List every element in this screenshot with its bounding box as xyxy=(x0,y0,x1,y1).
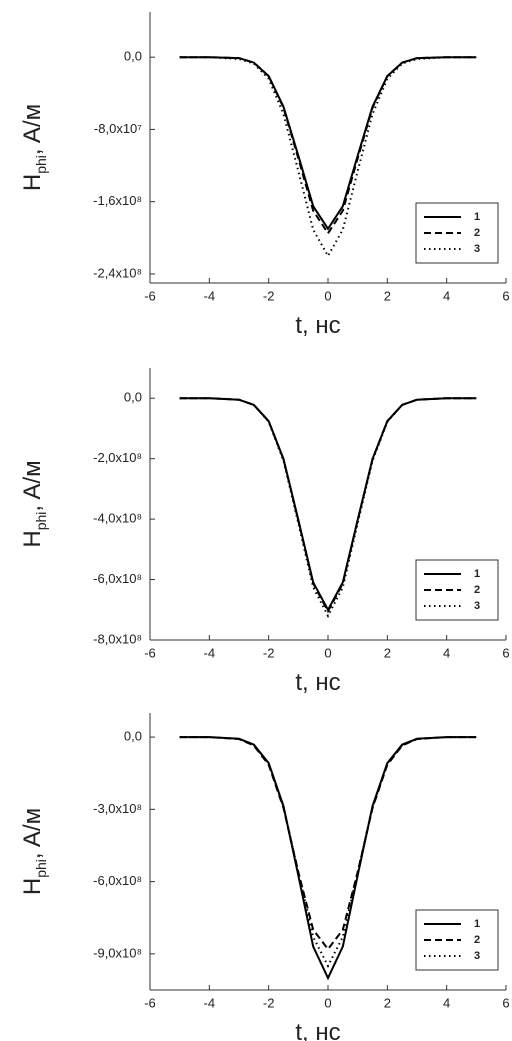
y-tick-label: -6,0x10⁸ xyxy=(93,873,142,888)
legend-label: 2 xyxy=(474,934,480,946)
legend-label: 2 xyxy=(474,584,480,596)
x-tick-label: -6 xyxy=(144,288,156,303)
legend-label: 3 xyxy=(474,243,480,255)
x-tick-label: -2 xyxy=(263,645,275,660)
y-tick-label: -4,0x10⁸ xyxy=(93,511,142,526)
y-tick-label: -1,6x10⁸ xyxy=(93,193,142,208)
x-tick-label: -4 xyxy=(204,645,216,660)
y-label-sub: phi xyxy=(33,859,49,878)
x-tick-label: -2 xyxy=(263,995,275,1010)
x-tick-label: -6 xyxy=(144,995,156,1010)
y-tick-label: 0,0 xyxy=(124,49,142,64)
series-line xyxy=(179,56,477,236)
y-label-unit: , A/м xyxy=(19,808,46,859)
x-axis-label: t, нс xyxy=(295,1019,340,1041)
legend-label: 1 xyxy=(474,918,480,930)
legend-label: 3 xyxy=(474,950,480,962)
series-line xyxy=(179,736,477,969)
y-tick-label: -2,0x10⁸ xyxy=(93,450,142,465)
legend-label: 3 xyxy=(474,600,480,612)
x-tick-label: 0 xyxy=(324,995,331,1010)
x-tick-label: 6 xyxy=(502,995,509,1010)
legend-label: 2 xyxy=(474,227,480,239)
y-tick-label: -9,0x10⁸ xyxy=(93,945,142,960)
y-label-sub: phi xyxy=(33,155,49,174)
x-axis-label: t, нс xyxy=(295,669,340,696)
y-label-unit: , A/м xyxy=(19,104,46,155)
y-label-main: H xyxy=(19,174,46,191)
x-axis-label: t, нс xyxy=(295,312,340,339)
y-tick-label: -3,0x10⁸ xyxy=(93,801,142,816)
x-tick-label: 2 xyxy=(384,288,391,303)
legend-label: 1 xyxy=(474,568,480,580)
x-tick-label: 6 xyxy=(502,645,509,660)
y-label-main: H xyxy=(19,530,46,547)
x-tick-label: -4 xyxy=(204,995,216,1010)
y-tick-label: -2,4x10⁸ xyxy=(93,265,142,280)
x-tick-label: -2 xyxy=(263,288,275,303)
y-tick-label: 0,0 xyxy=(124,390,142,405)
x-tick-label: -4 xyxy=(204,288,216,303)
x-tick-label: 0 xyxy=(324,288,331,303)
x-tick-label: -6 xyxy=(144,645,156,660)
x-tick-label: 0 xyxy=(324,645,331,660)
x-tick-label: 4 xyxy=(443,645,450,660)
y-tick-label: -8,0x10⁸ xyxy=(93,631,142,646)
x-tick-label: 6 xyxy=(502,288,509,303)
x-tick-label: 2 xyxy=(384,995,391,1010)
legend-label: 1 xyxy=(474,211,480,223)
series-line xyxy=(179,397,477,614)
y-label-unit: , A/м xyxy=(19,460,46,511)
series-line xyxy=(179,397,477,618)
y-axis-label: Hphi, A/м xyxy=(19,104,49,191)
y-axis-label: Hphi, A/м xyxy=(19,460,49,547)
x-tick-label: 4 xyxy=(443,995,450,1010)
x-tick-label: 2 xyxy=(384,645,391,660)
x-tick-label: 4 xyxy=(443,288,450,303)
y-tick-label: -8,0x10⁷ xyxy=(94,121,142,136)
y-label-sub: phi xyxy=(33,512,49,531)
y-tick-label: 0,0 xyxy=(124,729,142,744)
y-axis-label: Hphi, A/м xyxy=(19,808,49,895)
y-tick-label: -6,0x10⁸ xyxy=(93,571,142,586)
y-label-main: H xyxy=(19,878,46,895)
